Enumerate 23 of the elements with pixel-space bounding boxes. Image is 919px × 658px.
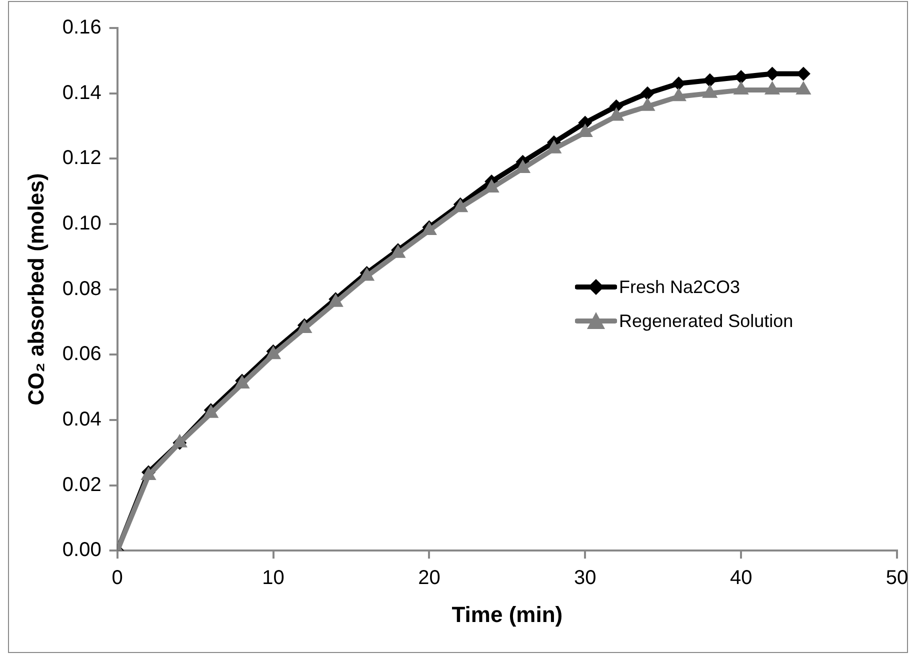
point bbox=[640, 86, 655, 100]
y-tick-label: 0.06 bbox=[62, 343, 102, 366]
y-axis-title: CO₂ absorbed (moles) bbox=[23, 173, 48, 406]
legend-label: Regenerated Solution bbox=[619, 310, 794, 332]
x-axis-title: Time (min) bbox=[452, 602, 563, 627]
point bbox=[172, 434, 188, 448]
point bbox=[672, 76, 686, 91]
y-tick-label: 0.00 bbox=[62, 539, 102, 562]
y-tick-label: 0.16 bbox=[62, 16, 102, 39]
x-tick-label: 50 bbox=[886, 567, 908, 590]
x-tick-label: 40 bbox=[730, 567, 752, 590]
y-tick-label: 0.12 bbox=[62, 147, 102, 170]
y-tick-label: 0.02 bbox=[62, 474, 102, 496]
x-tick-label: 0 bbox=[112, 567, 123, 590]
y-tick-label: 0.14 bbox=[62, 82, 102, 104]
x-tick-label: 30 bbox=[574, 567, 596, 590]
y-tick-label: 0.04 bbox=[62, 408, 102, 430]
x-tick-label: 20 bbox=[418, 567, 440, 590]
x-tick-label: 10 bbox=[262, 567, 284, 590]
point bbox=[702, 73, 717, 88]
y-tick-label: 0.08 bbox=[62, 278, 102, 300]
legend-label: Fresh Na2CO3 bbox=[619, 276, 740, 298]
y-tick-label: 0.10 bbox=[62, 212, 102, 234]
